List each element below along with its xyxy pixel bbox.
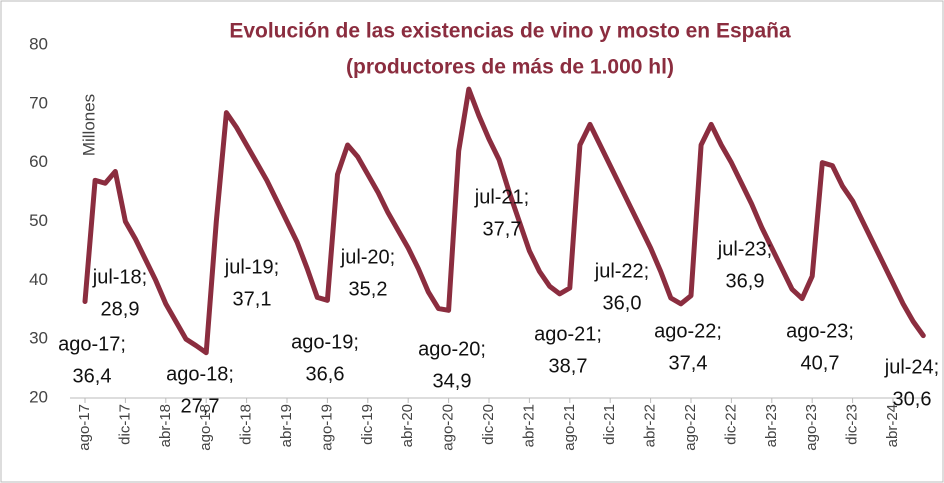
annotation: jul-23; [717,238,772,260]
annotation: ago-17; [58,333,126,355]
annotation: 38,7 [549,355,588,377]
x-tick-label: abr-19 [278,404,295,447]
annotation: 35,2 [349,278,388,300]
chart-subtitle: (productores de más de 1.000 hl) [346,56,674,79]
annotation: 36,4 [73,365,112,387]
x-tick-label: ago-22 [682,404,699,451]
x-tick-label: abr-20 [399,404,416,447]
y-tick-label: 80 [29,34,48,53]
annotation: jul-22; [594,260,649,282]
annotation: 36,6 [306,363,345,385]
annotation: jul-19; [224,256,279,278]
annotation: ago-22; [654,320,722,342]
annotation: 27,7 [181,395,220,417]
annotation: jul-20; [340,246,395,268]
annotation: 37,1 [233,288,272,310]
y-tick-label: 20 [29,387,48,406]
x-tick-label: ago-20 [440,404,457,451]
y-tick-label: 70 [29,93,48,112]
x-tick-label: ago-19 [318,404,335,451]
annotation: ago-23; [786,320,854,342]
annotation: 34,9 [433,370,472,392]
y-tick-label: 50 [29,211,48,230]
y-tick-label: 30 [29,329,48,348]
y-axis-label: Millones [79,94,98,156]
annotation: 37,7 [483,218,522,240]
x-tick-label: ago-23 [803,404,820,451]
annotation: 36,9 [726,270,765,292]
x-tick-label: dic-19 [359,404,376,445]
x-tick-label: ago-21 [561,404,578,451]
y-tick-label: 40 [29,270,48,289]
x-tick-label: abr-21 [520,404,537,447]
annotation: ago-21; [534,323,602,345]
x-tick-label: ago-18 [197,404,214,451]
annotation: 30,6 [893,388,932,410]
x-tick-label: dic-18 [238,404,255,445]
x-tick-label: dic-17 [116,404,133,445]
annotation: 40,7 [801,352,840,374]
x-tick-label: abr-24 [884,404,901,447]
x-tick-label: abr-22 [642,404,659,447]
annotation: 36,0 [603,292,642,314]
chart-title: Evolución de las existencias de vino y m… [229,20,791,43]
x-tick-label: dic-21 [601,404,618,445]
annotation: jul-18; [92,266,147,288]
annotation: 37,4 [669,352,708,374]
x-tick-label: dic-20 [480,404,497,445]
annotation: ago-19; [291,331,359,353]
annotation: ago-20; [418,338,486,360]
annotation: ago-18; [166,363,234,385]
x-tick-label: abr-18 [157,404,174,447]
data-line [82,86,926,356]
y-tick-label: 60 [29,152,48,171]
x-tick-label: dic-23 [844,404,861,445]
annotation: jul-21; [474,186,529,208]
x-tick-label: abr-23 [763,404,780,447]
annotation: 28,9 [101,298,140,320]
annotation: jul-24; [884,356,939,378]
x-tick-label: ago-17 [76,404,93,451]
x-tick-label: dic-22 [722,404,739,445]
